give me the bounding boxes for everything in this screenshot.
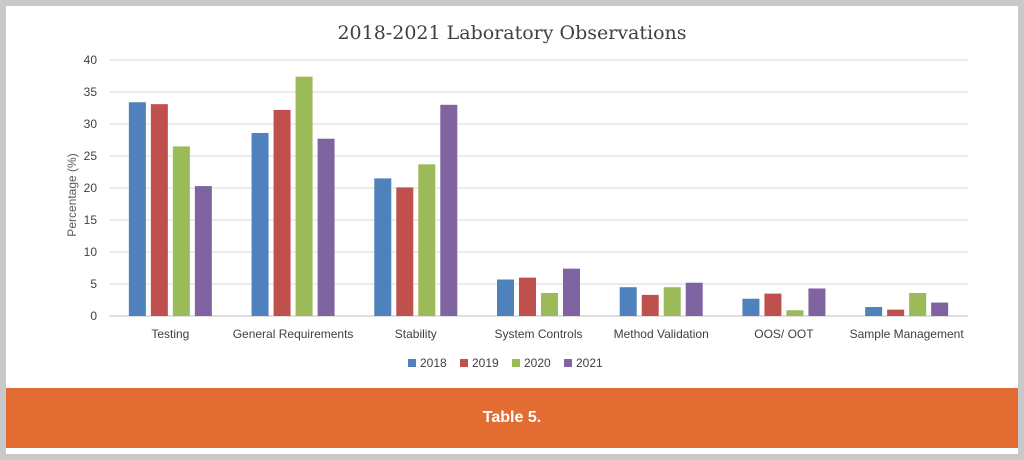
- bar: [273, 109, 291, 316]
- bar: [808, 288, 826, 316]
- figure-frame: 2018-2021 Laboratory Observations Percen…: [6, 6, 1018, 454]
- legend-swatch: [564, 359, 572, 367]
- bar: [150, 104, 168, 316]
- category-label: Testing: [151, 327, 189, 341]
- y-tick-label: 10: [84, 245, 98, 259]
- bar: [931, 302, 949, 316]
- bar: [764, 293, 782, 316]
- y-tick-label: 15: [84, 213, 98, 227]
- bar: [663, 287, 681, 316]
- category-label: OOS/ OOT: [754, 327, 814, 341]
- y-axis-title: Percentage (%): [65, 153, 79, 236]
- bar: [742, 298, 760, 316]
- bar: [519, 277, 536, 316]
- y-tick-label: 5: [90, 277, 97, 291]
- category-label: General Requirements: [233, 327, 354, 341]
- bar: [865, 307, 883, 316]
- bar: [194, 186, 212, 316]
- bar: [909, 292, 927, 316]
- bar: [317, 138, 335, 316]
- bar: [641, 294, 659, 316]
- bar: [685, 282, 703, 316]
- bar: [295, 76, 313, 316]
- category-label: Method Validation: [614, 327, 709, 341]
- category-label: System Controls: [494, 327, 582, 341]
- y-axis-ticks: 0 5 10 15 20 25 30 35 40: [84, 53, 98, 323]
- bar: [374, 178, 392, 316]
- y-tick-label: 0: [90, 309, 97, 323]
- bar: [497, 279, 514, 316]
- gridlines: [109, 59, 968, 317]
- y-tick-label: 40: [84, 53, 98, 67]
- legend: 2018 2019 2020 2021: [408, 356, 603, 370]
- legend-label: 2019: [472, 356, 499, 370]
- legend-label: 2021: [576, 356, 603, 370]
- table-caption: Table 5.: [482, 409, 542, 426]
- y-tick-label: 30: [84, 117, 98, 131]
- bar: [563, 268, 580, 316]
- bar: [887, 309, 905, 316]
- bar-chart: 2018-2021 Laboratory Observations Percen…: [65, 22, 968, 370]
- bar: [128, 102, 146, 317]
- legend-label: 2020: [524, 356, 551, 370]
- y-tick-label: 20: [84, 181, 98, 195]
- legend-swatch: [460, 359, 468, 367]
- legend-swatch: [408, 359, 416, 367]
- chart-title: 2018-2021 Laboratory Observations: [337, 22, 686, 44]
- category-label: Sample Management: [850, 327, 965, 341]
- bar: [251, 132, 269, 316]
- bar: [541, 292, 558, 316]
- bar: [396, 187, 414, 316]
- bars: [128, 76, 949, 317]
- x-axis-categories: Testing General Requirements Stability Syst…: [151, 327, 964, 341]
- y-tick-label: 35: [84, 85, 98, 99]
- legend-swatch: [512, 359, 520, 367]
- y-tick-label: 25: [84, 149, 98, 163]
- bar: [440, 104, 458, 316]
- bar: [418, 164, 436, 316]
- category-label: Stability: [395, 327, 437, 341]
- legend-label: 2018: [420, 356, 447, 370]
- bar: [786, 310, 804, 316]
- caption-bar: Table 5.: [6, 388, 1018, 448]
- bar: [619, 287, 637, 316]
- bar: [172, 146, 190, 316]
